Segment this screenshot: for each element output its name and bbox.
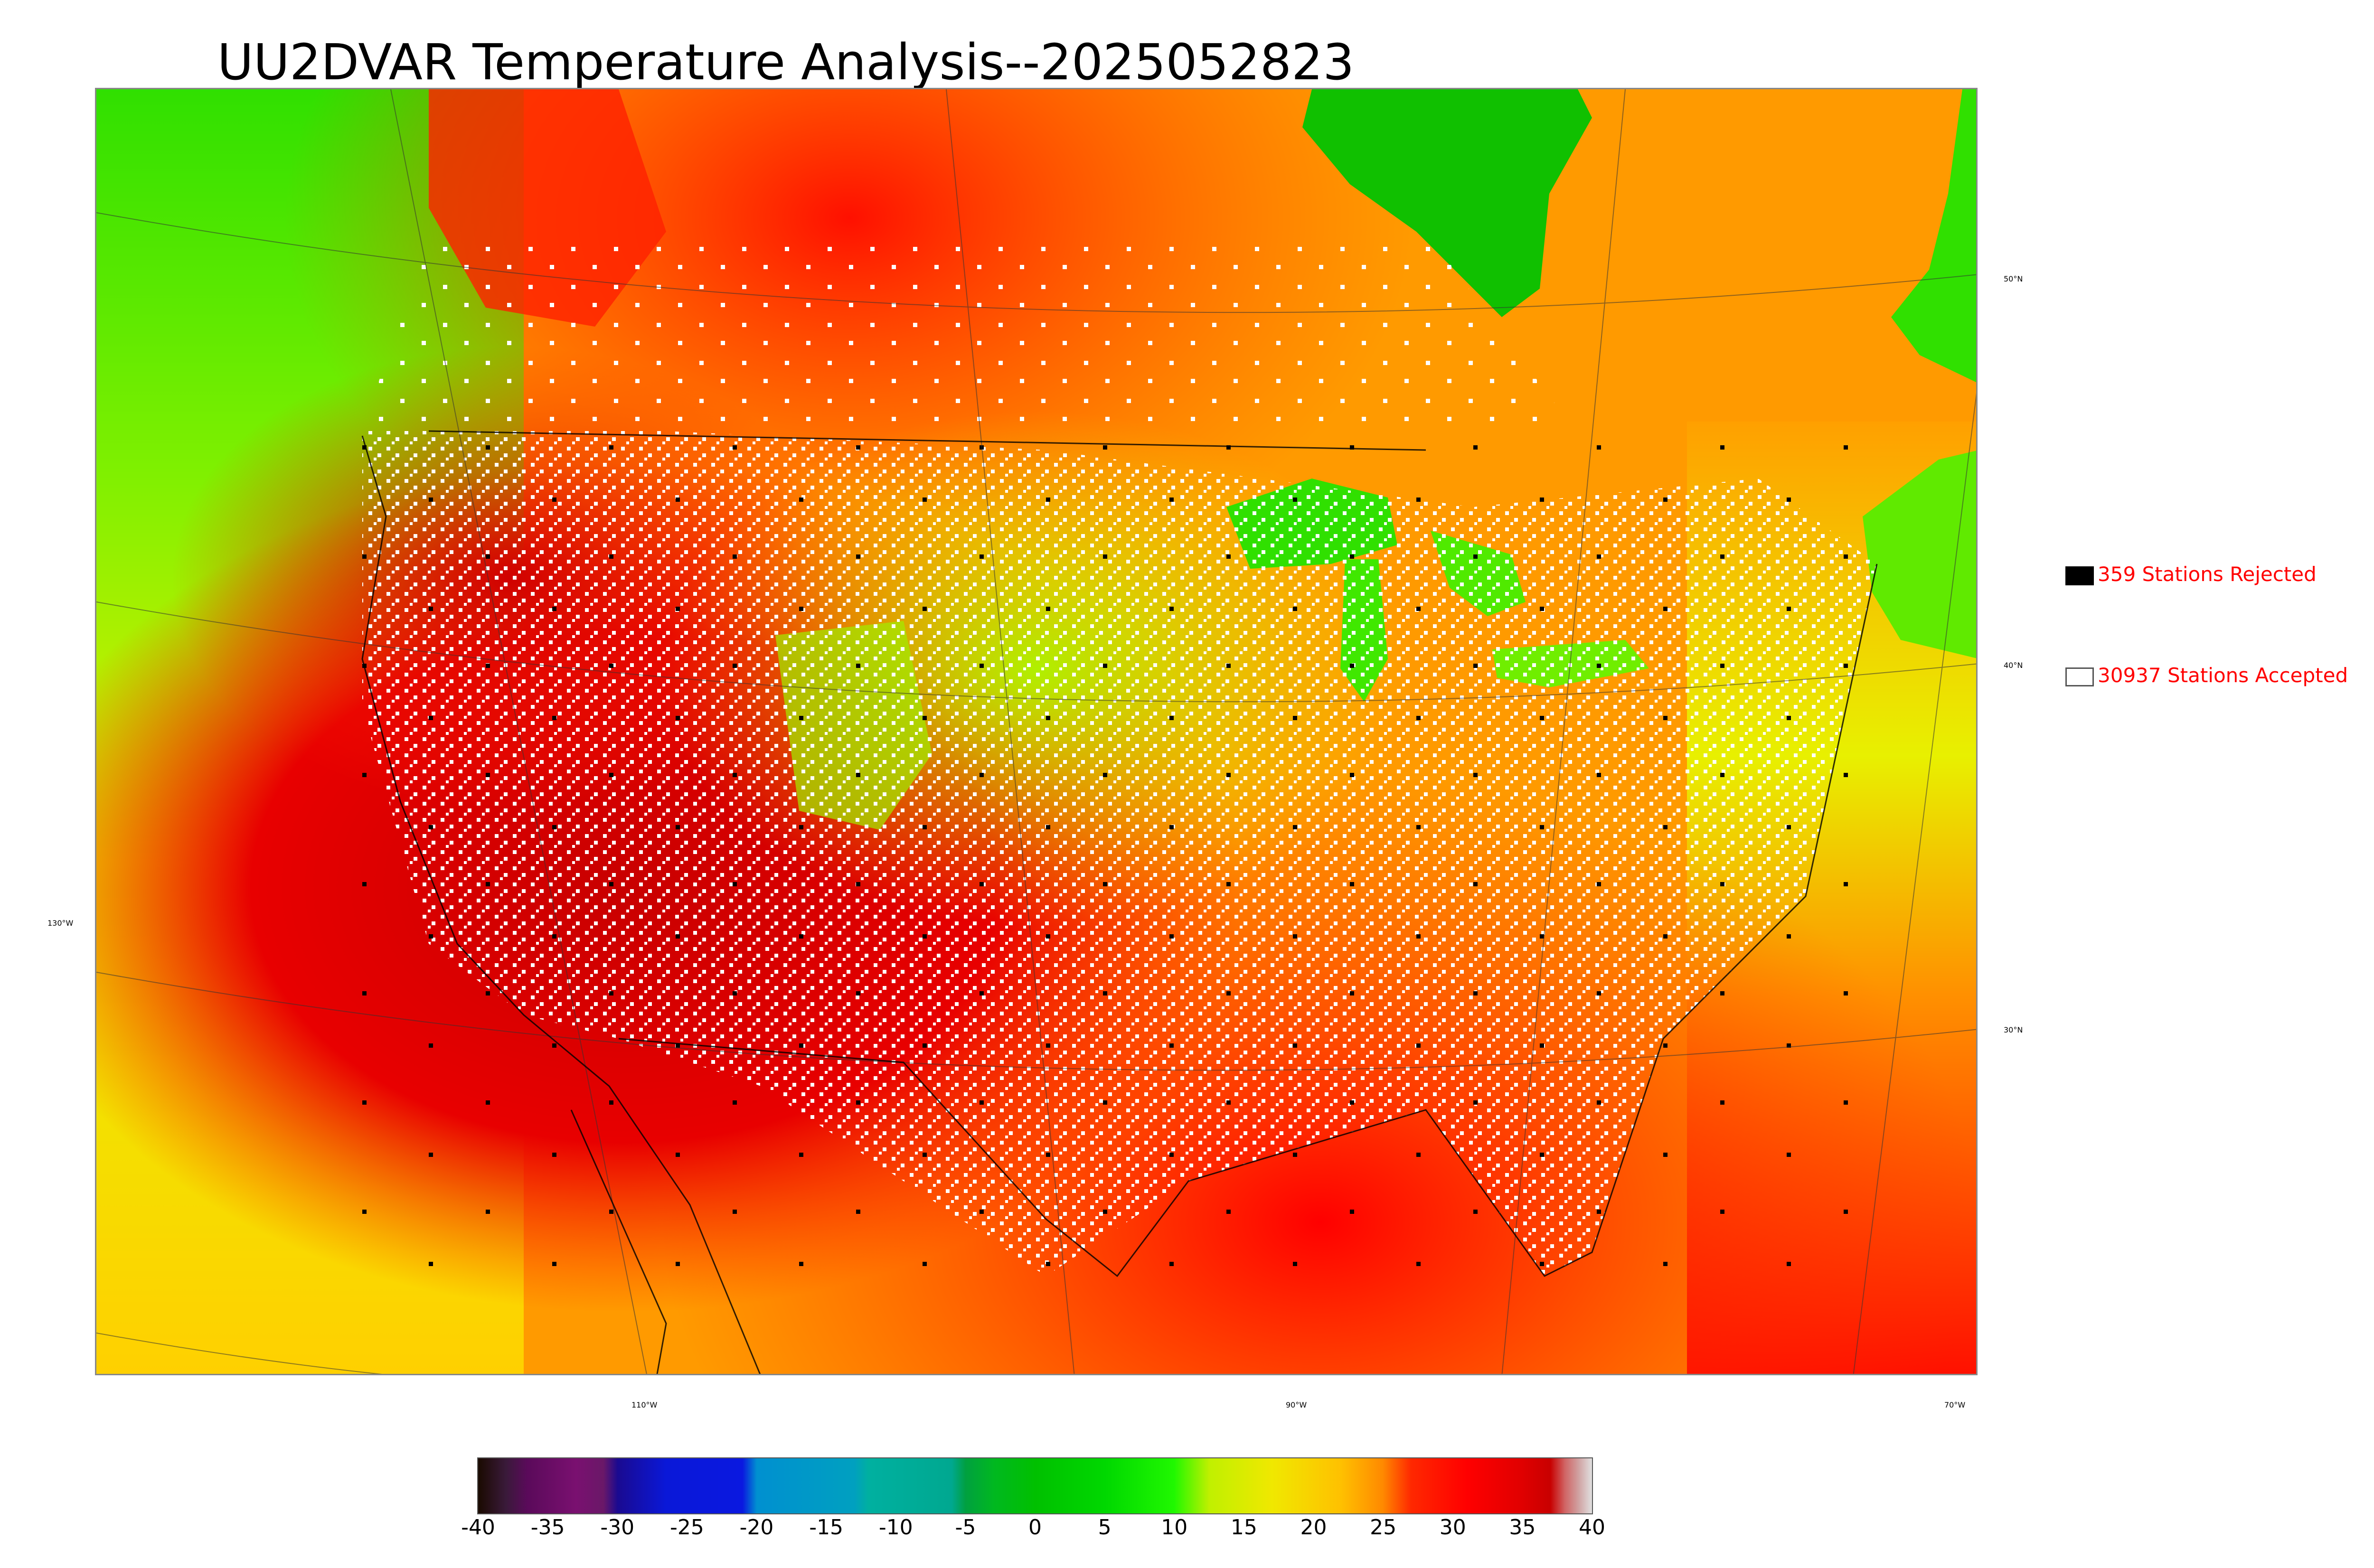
colorbar-segment xyxy=(1550,1458,1564,1513)
colorbar-segment xyxy=(527,1458,576,1513)
lat-label-40: 40°N xyxy=(2004,661,2023,670)
colorbar-segment xyxy=(575,1458,604,1513)
colorbar-tick-label: -35 xyxy=(530,1515,565,1540)
lat-label-30: 30°N xyxy=(2004,1025,2023,1034)
colorbar-segment xyxy=(1411,1458,1467,1513)
colorbar-tick-label: 20 xyxy=(1300,1515,1327,1540)
colorbar-segment xyxy=(1383,1458,1412,1513)
colorbar-tick-label: 25 xyxy=(1370,1515,1397,1540)
legend-rejected-label: 359 Stations Rejected xyxy=(2098,563,2317,586)
temperature-analysis-map xyxy=(95,88,1978,1375)
legend-accepted: 30937 Stations Accepted xyxy=(2065,664,2348,687)
accepted-swatch xyxy=(2065,667,2094,686)
colorbar-tick-label: 30 xyxy=(1439,1515,1466,1540)
lon-label-130w: 130°W xyxy=(47,919,74,928)
colorbar-tick-label: 40 xyxy=(1579,1515,1605,1540)
legend-rejected: 359 Stations Rejected xyxy=(2065,563,2317,586)
colorbar-tick-label: -10 xyxy=(878,1515,913,1540)
colorbar-segment xyxy=(603,1458,618,1513)
colorbar-segment xyxy=(1174,1458,1210,1513)
colorbar-segment xyxy=(993,1458,1036,1513)
colorbar-tick-label: -20 xyxy=(739,1515,774,1540)
colorbar-tick-label: 5 xyxy=(1098,1515,1112,1540)
colorbar-segment xyxy=(1341,1458,1384,1513)
legend-accepted-label: 30937 Stations Accepted xyxy=(2098,664,2348,687)
colorbar-tick-label: -40 xyxy=(461,1515,495,1540)
colorbar-segment xyxy=(478,1458,507,1513)
temperature-colorbar xyxy=(477,1457,1593,1514)
colorbar-segment xyxy=(1035,1458,1105,1513)
colorbar-segment xyxy=(743,1458,757,1513)
colorbar-segment xyxy=(854,1458,868,1513)
lat-label-50: 50°N xyxy=(2004,274,2023,283)
colorbar-segment xyxy=(868,1458,952,1513)
colorbar-tick-label: 0 xyxy=(1028,1515,1042,1540)
colorbar-segment xyxy=(617,1458,667,1513)
rejected-swatch xyxy=(2065,566,2094,585)
colorbar-segment xyxy=(666,1458,743,1513)
colorbar-segment xyxy=(1522,1458,1551,1513)
colorbar-segment xyxy=(965,1458,994,1513)
colorbar-tick-label: 10 xyxy=(1161,1515,1188,1540)
colorbar-tick-label: -5 xyxy=(955,1515,976,1540)
colorbar-tick-label: -30 xyxy=(600,1515,635,1540)
colorbar-segment xyxy=(1578,1458,1592,1513)
colorbar-segment xyxy=(1272,1458,1342,1513)
colorbar-segment xyxy=(951,1458,966,1513)
map-canvas xyxy=(96,89,1976,1374)
lon-label-110w: 110°W xyxy=(631,1400,658,1409)
colorbar-tick-label: -15 xyxy=(809,1515,844,1540)
colorbar-segment xyxy=(1467,1458,1523,1513)
colorbar-segment xyxy=(1564,1458,1579,1513)
colorbar-segment xyxy=(1104,1458,1175,1513)
colorbar-segment xyxy=(1209,1458,1272,1513)
lon-label-90w: 90°W xyxy=(1286,1400,1307,1409)
lon-label-70w: 70°W xyxy=(1944,1400,1966,1409)
map-title: UU2DVAR Temperature Analysis--2025052823 xyxy=(217,33,1355,91)
colorbar-tick-label: 35 xyxy=(1509,1515,1536,1540)
colorbar-segment xyxy=(756,1458,855,1513)
colorbar-segment xyxy=(506,1458,528,1513)
colorbar-tick-label: -25 xyxy=(669,1515,704,1540)
colorbar-tick-label: 15 xyxy=(1230,1515,1257,1540)
